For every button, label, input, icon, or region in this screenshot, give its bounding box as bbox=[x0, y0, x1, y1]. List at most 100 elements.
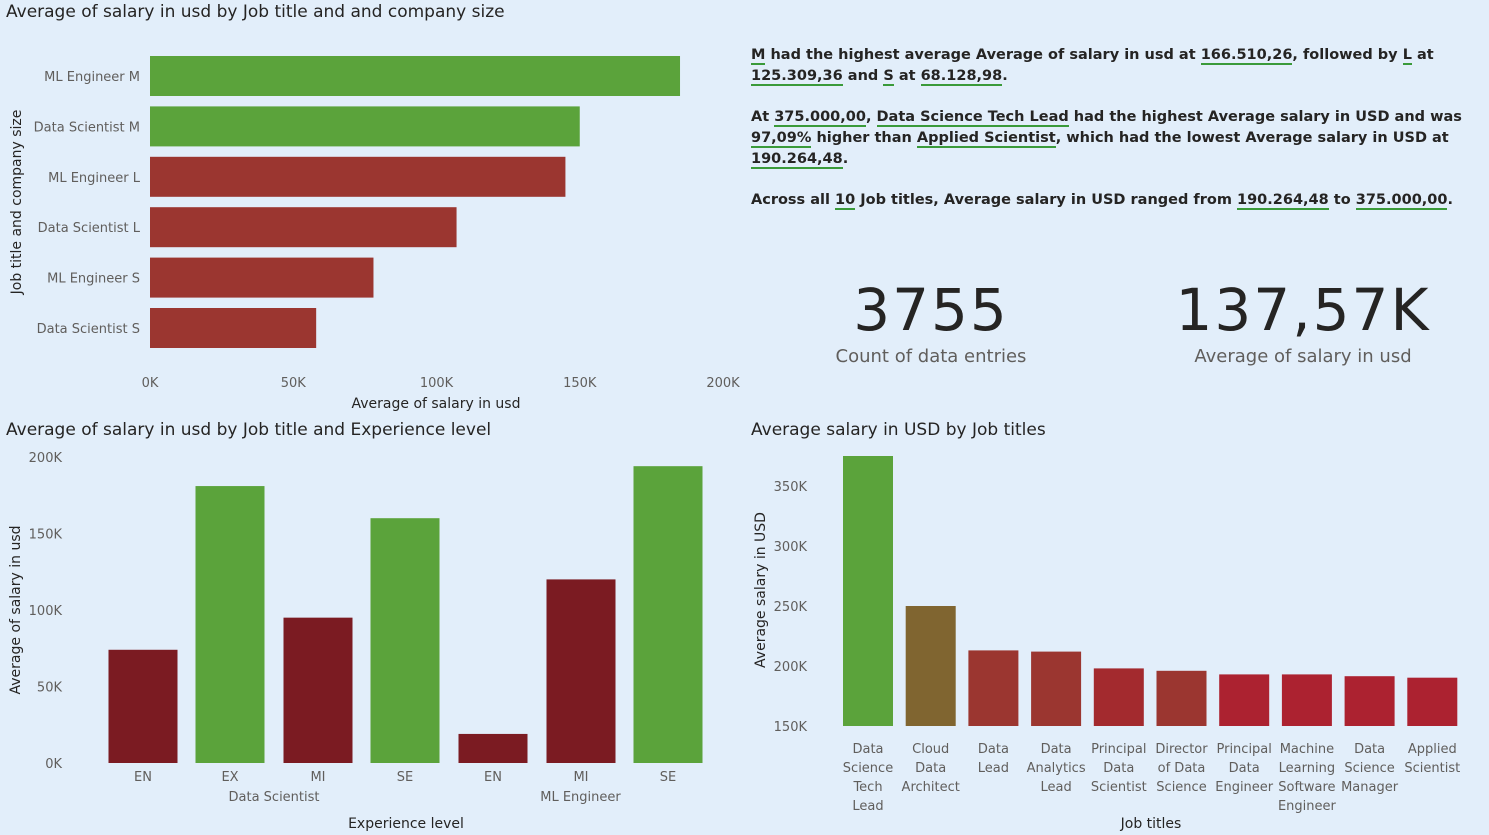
narrative-text: , followed by bbox=[1292, 47, 1403, 63]
y-tick-label: 150K bbox=[774, 720, 808, 735]
x-tick-label: Director of Data Science bbox=[1155, 742, 1208, 795]
x-tick-label-line: Data bbox=[978, 742, 1009, 757]
y-tick-label: ML Engineer M bbox=[44, 70, 140, 85]
narrative-highlight: 10 bbox=[835, 192, 856, 210]
x-tick-label: 150K bbox=[563, 376, 597, 391]
narrative-text: , bbox=[865, 109, 877, 125]
y-tick-label: 200K bbox=[29, 451, 63, 466]
x-tick-label: Data Lead bbox=[978, 742, 1009, 776]
y-tick-label: 0K bbox=[45, 757, 62, 772]
y-tick-label: ML Engineer S bbox=[47, 272, 140, 287]
x-axis-title: Experience level bbox=[348, 816, 464, 832]
chart-company-size: Average of salary in usd Job title and c… bbox=[9, 56, 740, 412]
x-tick-label: 50K bbox=[281, 376, 307, 391]
narrative-highlight: 125.309,36 bbox=[751, 68, 843, 86]
narrative-paragraph-2: At 375.000,00, Data Science Tech Lead ha… bbox=[751, 107, 1486, 170]
x-tick-label-line: Science bbox=[1344, 761, 1394, 776]
bar bbox=[905, 606, 956, 726]
narrative-highlight: 375.000,00 bbox=[774, 109, 866, 127]
bar bbox=[195, 486, 265, 763]
x-tick-label: Data Science Tech Lead bbox=[843, 742, 893, 814]
narrative-text: and bbox=[842, 68, 884, 84]
bar bbox=[633, 466, 703, 763]
bar bbox=[968, 650, 1019, 726]
y-axis-title: Average salary in USD bbox=[753, 512, 769, 668]
x-tick-label: Data Science Manager bbox=[1341, 742, 1399, 795]
x-axis-title: Job titles bbox=[1120, 816, 1182, 832]
x-tick-label: 200K bbox=[706, 376, 740, 391]
x-tick-label-line: Engineer bbox=[1278, 799, 1337, 814]
narrative-highlight: S bbox=[883, 68, 894, 86]
narrative-highlight: M bbox=[751, 47, 766, 65]
x-tick-label-line: Scientist bbox=[1404, 761, 1460, 776]
narrative-highlight: 190.264,48 bbox=[751, 151, 843, 169]
smart-narrative: M had the highest average Average of sal… bbox=[751, 45, 1486, 231]
x-tick-label-line: Data bbox=[915, 761, 946, 776]
narrative-text: had the highest Average salary in USD an… bbox=[1068, 109, 1462, 125]
bar bbox=[150, 207, 457, 248]
y-tick-label: 300K bbox=[774, 540, 808, 555]
bar bbox=[150, 106, 580, 147]
bar bbox=[283, 617, 353, 763]
x-tick-label-line: Data bbox=[1103, 761, 1134, 776]
kpi-count-value: 3755 bbox=[853, 276, 1009, 344]
y-axis-title: Average of salary in usd bbox=[8, 526, 24, 695]
narrative-highlight: 375.000,00 bbox=[1355, 192, 1448, 210]
x-tick-label: 0K bbox=[142, 376, 159, 391]
chart-title-job-titles: Average salary in USD by Job titles bbox=[751, 420, 1046, 440]
narrative-text: at bbox=[893, 68, 921, 84]
bar bbox=[1219, 674, 1270, 726]
x-tick-label-line: Data bbox=[852, 742, 883, 757]
y-axis-title: Job title and company size bbox=[9, 110, 25, 296]
x-tick-label-line: Lead bbox=[852, 799, 883, 814]
x-tick-label: MI bbox=[573, 770, 588, 785]
narrative-text: At bbox=[751, 109, 775, 125]
y-tick-label: ML Engineer L bbox=[48, 171, 141, 186]
kpi-average-value: 137,57K bbox=[1175, 276, 1431, 344]
x-tick-label-line: Principal bbox=[1091, 742, 1146, 757]
narrative-paragraph-3: Across all 10 Job titles, Average salary… bbox=[751, 190, 1486, 211]
x-tick-label-line: Learning bbox=[1279, 761, 1335, 776]
narrative-text: higher than bbox=[811, 130, 917, 146]
x-tick-label: Data Analytics Lead bbox=[1027, 742, 1086, 795]
x-tick-label-line: Cloud bbox=[912, 742, 949, 757]
bar bbox=[1344, 676, 1395, 726]
x-tick-label: SE bbox=[397, 770, 413, 785]
x-tick-label-line: Engineer bbox=[1215, 780, 1274, 795]
bar bbox=[150, 56, 681, 96]
y-tick-label: 150K bbox=[29, 528, 63, 543]
narrative-text: to bbox=[1328, 192, 1356, 208]
x-tick-label: Cloud Data Architect bbox=[902, 742, 960, 795]
x-tick-label-line: Data bbox=[1354, 742, 1385, 757]
narrative-paragraph-1: M had the highest average Average of sal… bbox=[751, 45, 1486, 87]
x-tick-label: 100K bbox=[420, 376, 454, 391]
kpi-card-count: 3755 Count of data entries bbox=[811, 278, 1051, 367]
x-axis-title: Average of salary in usd bbox=[352, 396, 521, 412]
x-tick-label: Principal Data Scientist bbox=[1091, 742, 1147, 795]
x-tick-label-line: Data bbox=[1229, 761, 1260, 776]
bar bbox=[150, 257, 374, 298]
narrative-highlight: L bbox=[1402, 47, 1412, 65]
y-tick-label: 350K bbox=[774, 480, 808, 495]
x-tick-label: MI bbox=[310, 770, 325, 785]
x-tick-label-line: Science bbox=[843, 761, 893, 776]
x-tick-label-line: Principal bbox=[1216, 742, 1271, 757]
x-tick-label-line: Applied bbox=[1408, 742, 1457, 757]
x-tick-label-line: Lead bbox=[1040, 780, 1071, 795]
y-tick-label: Data Scientist M bbox=[34, 120, 140, 135]
narrative-highlight: 97,09% bbox=[751, 130, 812, 148]
x-tick-label-line: Software bbox=[1278, 780, 1335, 795]
bar bbox=[150, 156, 566, 197]
y-tick-label: Data Scientist L bbox=[38, 221, 141, 236]
narrative-highlight: 190.264,48 bbox=[1237, 192, 1329, 210]
x-tick-label: EN bbox=[484, 770, 502, 785]
x-tick-label: Principal Data Engineer bbox=[1215, 742, 1274, 795]
bar bbox=[546, 579, 616, 763]
kpi-average-label: Average of salary in usd bbox=[1194, 346, 1412, 367]
bar bbox=[843, 456, 893, 726]
group-label: ML Engineer bbox=[540, 790, 621, 805]
bar bbox=[370, 518, 440, 763]
bar bbox=[1281, 674, 1332, 726]
y-tick-label: 200K bbox=[774, 660, 808, 675]
